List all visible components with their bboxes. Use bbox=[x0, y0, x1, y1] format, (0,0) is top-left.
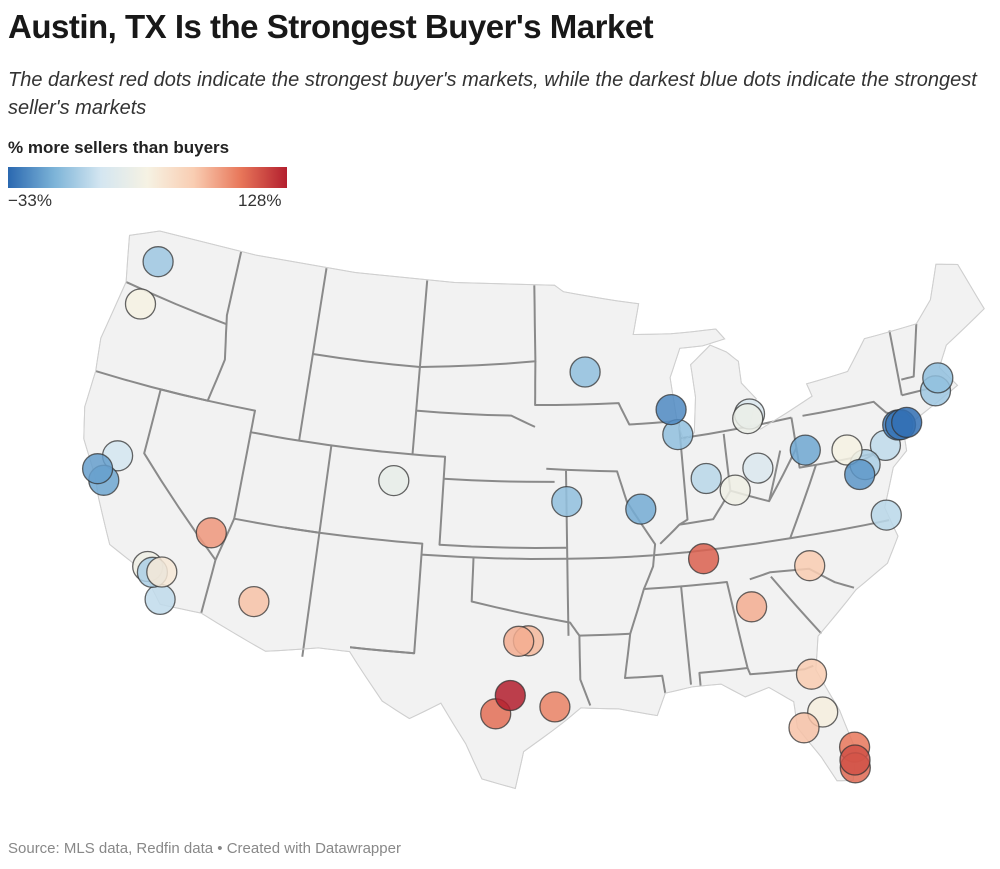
state-border bbox=[470, 557, 592, 706]
state-border bbox=[421, 553, 568, 560]
market-dot[interactable] bbox=[195, 517, 227, 549]
state-border bbox=[546, 467, 667, 694]
market-dot[interactable] bbox=[238, 585, 270, 618]
state-border bbox=[443, 477, 555, 483]
market-dot[interactable] bbox=[690, 462, 722, 495]
state-border bbox=[681, 581, 749, 669]
state-border bbox=[579, 632, 631, 637]
legend-title: % more sellers than buyers bbox=[8, 138, 230, 157]
market-dot[interactable] bbox=[551, 485, 583, 518]
state-border bbox=[233, 432, 321, 657]
market-dot[interactable] bbox=[735, 591, 768, 623]
market-dot[interactable] bbox=[146, 556, 178, 588]
market-dot[interactable] bbox=[742, 452, 774, 484]
state-border bbox=[770, 575, 823, 635]
market-dot[interactable] bbox=[494, 679, 526, 712]
market-dot[interactable] bbox=[839, 744, 871, 776]
chart-subtitle: The darkest red dots indicate the strong… bbox=[8, 69, 977, 119]
state-border bbox=[789, 464, 817, 539]
state-border bbox=[567, 554, 653, 560]
source-note: Source: MLS data, Redfin data • Created … bbox=[8, 840, 401, 857]
market-dot[interactable] bbox=[378, 464, 410, 497]
market-dot[interactable] bbox=[142, 246, 174, 278]
market-dot[interactable] bbox=[789, 434, 821, 466]
state-border bbox=[534, 361, 679, 426]
market-dot[interactable] bbox=[539, 691, 571, 723]
state-border bbox=[888, 330, 903, 396]
market-dot[interactable] bbox=[719, 474, 751, 506]
state-border bbox=[298, 439, 413, 456]
market-dot[interactable] bbox=[870, 499, 902, 531]
state-border bbox=[411, 280, 568, 549]
market-dot[interactable] bbox=[922, 362, 954, 394]
state-border bbox=[349, 646, 415, 655]
state-border bbox=[698, 667, 748, 687]
market-dot[interactable] bbox=[891, 406, 923, 439]
legend-min-label: −33% bbox=[8, 191, 52, 210]
market-dot[interactable] bbox=[655, 393, 687, 426]
market-dot[interactable] bbox=[844, 458, 876, 491]
legend-color-bar bbox=[8, 167, 287, 188]
market-dot[interactable] bbox=[687, 543, 720, 575]
market-dot[interactable] bbox=[124, 288, 157, 320]
market-dot[interactable] bbox=[794, 550, 826, 582]
market-dot[interactable] bbox=[625, 493, 657, 525]
state-border bbox=[416, 409, 536, 428]
market-dot[interactable] bbox=[831, 434, 863, 466]
market-dot[interactable] bbox=[144, 583, 176, 616]
state-border bbox=[659, 420, 689, 545]
chart-title: Austin, TX Is the Strongest Buyer's Mark… bbox=[8, 8, 654, 45]
market-dot[interactable] bbox=[569, 356, 601, 388]
market-dot[interactable] bbox=[795, 658, 828, 690]
market-dot[interactable] bbox=[81, 453, 114, 485]
market-dot[interactable] bbox=[503, 625, 535, 657]
state-border bbox=[285, 526, 320, 534]
market-dot[interactable] bbox=[732, 402, 764, 435]
market-dot[interactable] bbox=[788, 712, 820, 744]
legend-max-label: 128% bbox=[238, 191, 282, 210]
state-border bbox=[901, 323, 918, 381]
state-border bbox=[312, 353, 420, 368]
dots-layer bbox=[81, 246, 954, 784]
